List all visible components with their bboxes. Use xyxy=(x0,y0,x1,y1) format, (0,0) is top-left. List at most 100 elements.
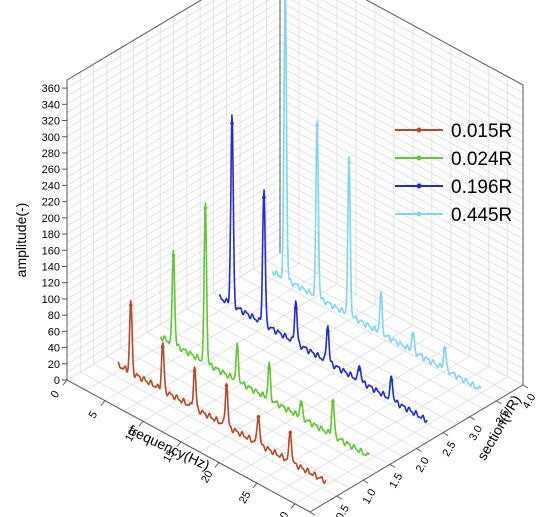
y-tick-label: 180 xyxy=(42,229,60,241)
grid-line xyxy=(66,244,281,373)
x-tick-mark xyxy=(138,420,144,427)
z-tick-mark xyxy=(522,384,529,389)
grid-line xyxy=(133,340,377,473)
y-tick-label: 60 xyxy=(48,326,60,338)
grid-line xyxy=(335,0,524,102)
y-tick-label: 240 xyxy=(42,180,60,192)
grid-line xyxy=(66,33,281,162)
grid-line xyxy=(66,74,281,202)
series-point xyxy=(192,368,197,373)
grid-line xyxy=(279,236,524,370)
x-tick-mark xyxy=(176,441,182,448)
grid-line xyxy=(279,58,524,191)
x-tick-mark xyxy=(100,400,106,406)
grid-line xyxy=(306,0,524,118)
grid-line xyxy=(279,114,524,248)
grid-line xyxy=(66,66,281,194)
grid-line xyxy=(66,0,230,97)
series-point xyxy=(347,160,351,165)
z-tick-mark xyxy=(442,432,449,437)
grid-line xyxy=(66,41,281,170)
grid-line xyxy=(226,284,470,418)
grid-line xyxy=(66,106,281,235)
series-point xyxy=(288,430,293,435)
z-tick-mark xyxy=(416,448,422,452)
series-line-0.015R xyxy=(117,299,327,485)
z-tick-mark xyxy=(336,495,342,500)
grid-line xyxy=(279,17,524,151)
series-point xyxy=(256,414,261,419)
grid-line xyxy=(279,220,524,353)
series-point xyxy=(203,206,208,210)
grid-line xyxy=(173,316,417,449)
grid-line xyxy=(279,49,524,183)
x-tick-label: 10 xyxy=(123,427,140,444)
grid-line xyxy=(120,347,364,481)
legend-marker xyxy=(416,211,422,217)
z-tick-mark xyxy=(389,463,396,468)
x-axis-line xyxy=(66,379,311,513)
grid-line xyxy=(279,82,524,216)
legend-label: 0.024R xyxy=(451,149,512,170)
series-point xyxy=(299,402,303,407)
y-tick-label: 260 xyxy=(42,164,60,176)
series-point xyxy=(171,253,176,258)
z-tick-label: 1.5 xyxy=(387,471,405,490)
grid-line xyxy=(66,131,281,259)
series-line-0.445R xyxy=(271,0,482,390)
grid-line xyxy=(66,82,281,211)
grid-line xyxy=(279,106,524,240)
series-point xyxy=(442,346,447,351)
grid-line xyxy=(279,90,524,224)
series-point xyxy=(129,303,133,308)
series-point xyxy=(267,366,271,371)
z-tick-mark xyxy=(309,511,316,516)
grid-line xyxy=(66,58,281,186)
frame-line xyxy=(365,0,524,86)
grid-line xyxy=(66,49,281,178)
series-line-0.196R xyxy=(218,114,428,424)
grid-line xyxy=(279,155,524,289)
grid-line xyxy=(80,371,324,505)
grid-line xyxy=(279,204,524,337)
grid-line xyxy=(279,252,524,386)
z-tick-mark xyxy=(362,479,369,484)
z-tick-mark xyxy=(496,400,502,405)
grid-line xyxy=(66,236,281,365)
y-tick-label: 120 xyxy=(42,278,60,290)
x-tick-label: 25 xyxy=(237,489,254,506)
grid-line xyxy=(66,0,216,89)
series-point xyxy=(331,399,335,404)
y-tick-label: 340 xyxy=(42,99,60,111)
grid-line xyxy=(66,9,281,138)
y-tick-label: 220 xyxy=(42,197,60,209)
grid-line xyxy=(66,220,281,348)
grid-line xyxy=(66,17,281,146)
z-tick-label: 2.5 xyxy=(441,440,459,459)
grid-line xyxy=(350,0,524,94)
x-tick-mark xyxy=(252,482,258,489)
grid-line xyxy=(213,292,457,425)
x-tick-mark xyxy=(290,503,296,510)
grid-line xyxy=(279,66,524,199)
grid-line xyxy=(66,0,257,113)
legend-marker xyxy=(416,155,422,161)
grid-line xyxy=(66,155,281,284)
grid-line xyxy=(279,228,524,361)
y-tick-label: 140 xyxy=(42,261,60,273)
series-point xyxy=(235,349,240,353)
grid-line xyxy=(66,163,281,292)
grid-line xyxy=(279,98,524,232)
series-point xyxy=(389,378,394,383)
x-tick-label: 20 xyxy=(199,469,216,486)
grid-line xyxy=(279,244,524,378)
grid-line xyxy=(186,308,430,441)
legend-marker xyxy=(416,127,422,133)
grid-line xyxy=(279,9,524,143)
z-tick-label: 1.0 xyxy=(361,487,379,506)
grid-line xyxy=(279,41,524,175)
grid-line xyxy=(279,179,524,313)
x-tick-label: 15 xyxy=(161,448,178,465)
grid-line xyxy=(266,260,510,394)
series-point xyxy=(379,295,383,300)
